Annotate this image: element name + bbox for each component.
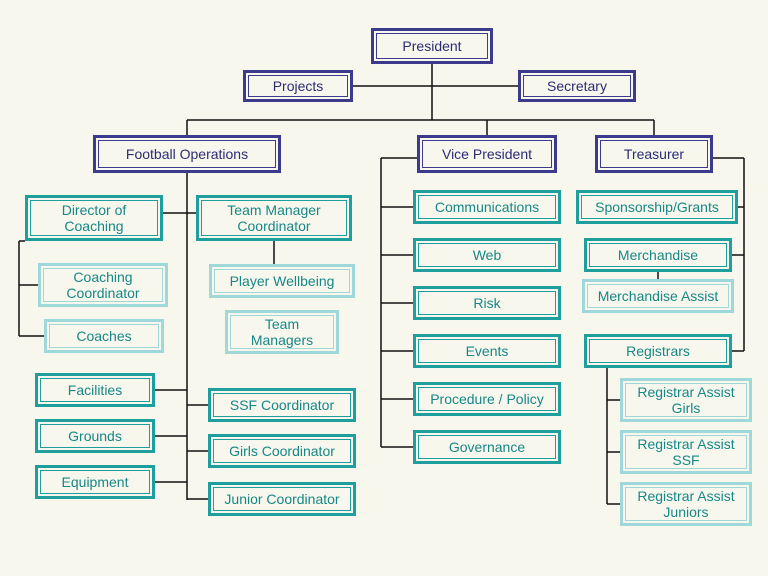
node-vice_president: Vice President [417, 135, 557, 173]
node-merch_assist: Merchandise Assist [582, 279, 734, 313]
node-facilities: Facilities [35, 373, 155, 407]
node-president: President [371, 28, 493, 64]
node-ssf_coord: SSF Coordinator [208, 388, 356, 422]
node-equipment: Equipment [35, 465, 155, 499]
node-proc_policy: Procedure / Policy [413, 382, 561, 416]
node-football_ops: Football Operations [93, 135, 281, 173]
node-projects: Projects [243, 70, 353, 102]
node-secretary: Secretary [518, 70, 636, 102]
node-reg_ssf: Registrar AssistSSF [620, 430, 752, 474]
node-tm_coord: Team ManagerCoordinator [196, 195, 352, 241]
node-coach_coord: CoachingCoordinator [38, 263, 168, 307]
node-coaches: Coaches [44, 319, 164, 353]
node-merch: Merchandise [584, 238, 732, 272]
node-governance: Governance [413, 430, 561, 464]
node-web: Web [413, 238, 561, 272]
node-girls_coord: Girls Coordinator [208, 434, 356, 468]
node-player_wb: Player Wellbeing [209, 264, 355, 298]
node-registrars: Registrars [584, 334, 732, 368]
node-dir_coaching: Director ofCoaching [25, 195, 163, 241]
node-treasurer: Treasurer [595, 135, 713, 173]
node-reg_girls: Registrar AssistGirls [620, 378, 752, 422]
node-team_mgrs: TeamManagers [225, 310, 339, 354]
node-risk: Risk [413, 286, 561, 320]
node-grounds: Grounds [35, 419, 155, 453]
node-sponsorship: Sponsorship/Grants [576, 190, 738, 224]
node-junior_coord: Junior Coordinator [208, 482, 356, 516]
node-events: Events [413, 334, 561, 368]
node-comms: Communications [413, 190, 561, 224]
node-reg_juniors: Registrar AssistJuniors [620, 482, 752, 526]
